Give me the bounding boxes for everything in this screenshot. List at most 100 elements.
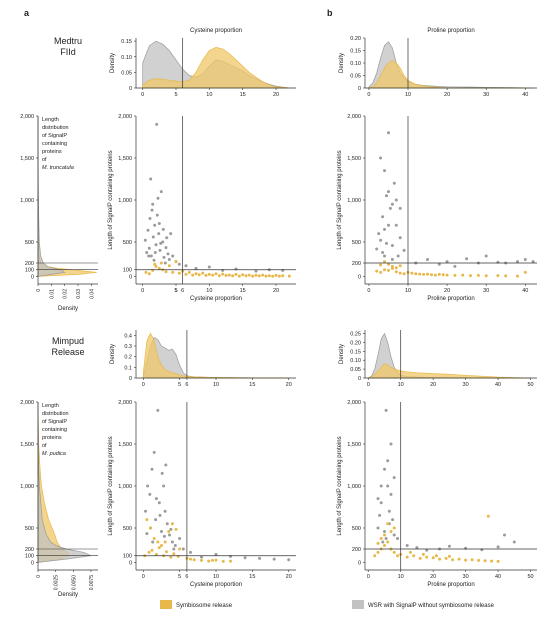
wsr-point [146,484,150,488]
wsr-point [189,550,192,554]
legend: Symbiosome release WSR with SignalP witho… [160,600,495,609]
wsr-point [214,552,218,556]
wsr-point [148,217,152,220]
x-tick-label: 15 [249,382,255,388]
panel-label-b: b [327,8,333,18]
x-tick-label: 30 [483,92,489,98]
x-tick-label: 20 [430,382,436,388]
x-tick-label: 0 [141,288,144,294]
symbiosome-point [197,273,201,277]
symbiosome-point [383,260,386,264]
x-tick-label: 0.04 [89,289,95,299]
y-tick-label: 500 [352,526,361,532]
wsr-point [150,467,154,471]
wsr-point [531,260,535,264]
y-tick-label: 0.05 [350,367,361,373]
wsr-point [150,208,154,212]
x-tick-label: 40 [522,288,528,294]
wsr-point [453,264,457,268]
y-tick-label: 500 [25,526,34,532]
symbiosome-point [187,270,191,274]
y-tick-label: 0.2 [124,355,132,361]
y-tick-label: 500 [25,240,34,246]
symbiosome-point [496,559,500,563]
symbiosome-point [470,558,474,562]
wsr-point [376,497,380,501]
y-tick-label: 1,500 [118,156,132,162]
wsr-point [157,232,161,236]
y-tick-label: 0.1 [124,365,132,371]
symbiosome-point [405,555,409,559]
symbiosome-point [152,537,156,540]
side-note-line: Length [42,117,59,123]
wsr-point [402,248,406,252]
wsr-point [405,544,409,547]
x-tick-label: 20 [444,92,450,98]
symbiosome-point [231,274,235,278]
y-tick-label: 0 [31,274,34,280]
symbiosome-point [172,552,176,556]
y-tick-label: 0 [129,274,132,280]
b-top-scatter: 0 200 500 1,000 1,500 2,000 0 10 20 30 40 Proline p… [337,114,537,302]
wsr-point [383,169,386,173]
symbiosome-point [169,555,173,559]
wsr-point [152,450,156,454]
wsr-point [156,196,160,200]
wsr-point [383,254,386,258]
x-axis-label: Proline proportion [427,296,474,302]
y-tick-label: 500 [123,526,132,532]
wsr-point [151,202,155,206]
wsr-point [394,223,398,227]
x-tick-label: 20 [273,288,279,294]
x-tick-label: 6 [185,382,188,388]
symbiosome-point [264,274,268,278]
y-tick-label: 1,000 [20,484,34,490]
chart-title: Proline proportion [427,28,474,34]
wsr-point [272,557,276,561]
symbiosome-point [160,544,163,547]
y-axis-label: Length of SignalP containing proteins [337,150,343,249]
x-tick-label: 0 [367,382,370,388]
symbiosome-point [390,264,394,268]
symbiosome-point [257,274,261,278]
symbiosome-point [426,272,429,276]
x-tick-label: 5 [174,288,177,294]
y-axis-label: Density [110,344,116,364]
x-tick-label: 10 [206,288,212,294]
symbiosome-point [410,271,414,275]
wsr-point [163,509,167,513]
side-note-line: of SignalP [42,419,67,425]
wsr-point [379,156,383,160]
wsr-point [381,251,385,254]
symbiosome-point [441,273,445,277]
x-tick-label: 40 [495,382,501,388]
wsr-point [383,467,386,471]
wsr-point [207,265,211,269]
symbiosome-point [144,270,148,274]
wsr-point [149,177,153,181]
symbiosome-point [184,272,188,276]
symbiosome-point [164,270,168,274]
wsr-point [379,484,383,488]
wsr-point [376,526,380,530]
b-bottom-density: 0 0.05 0.10 0.15 0.20 0.25 0 10 20 30 40 50 Density [339,330,537,388]
symbiosome-point [394,270,398,274]
wsr-point [375,247,379,251]
wsr-point [165,236,169,240]
symbiosome-point [379,263,383,267]
wsr-point [173,544,177,547]
wsr-point [165,522,169,526]
wsr-point [155,213,159,217]
x-tick-label: 10 [213,382,219,388]
wsr-point [162,534,166,538]
wsr-point [387,223,390,227]
x-tick-label: 0 [367,288,370,294]
x-tick-label: 0.03 [76,289,82,299]
wsr-point [168,533,171,537]
density-series-1 [368,60,534,89]
wsr-point [184,264,188,268]
wsr-point [169,232,173,236]
y-tick-label: 0 [129,376,132,382]
y-axis-label: Density [339,53,345,73]
